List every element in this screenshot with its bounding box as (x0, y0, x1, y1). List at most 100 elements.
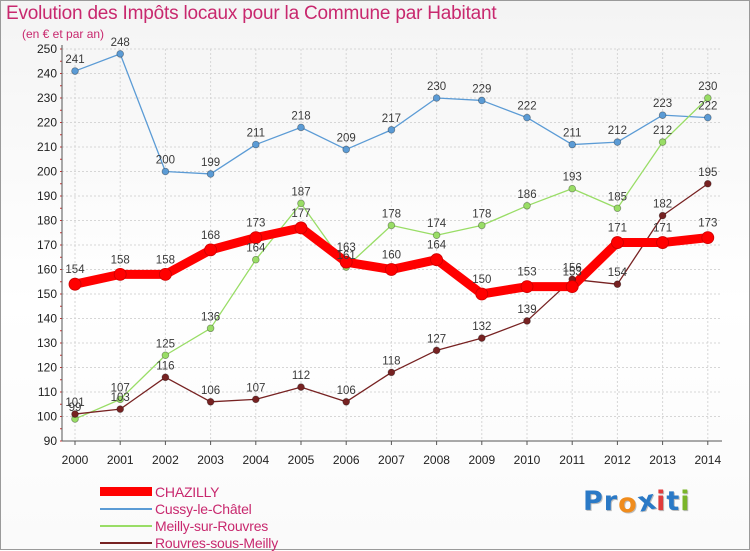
data-point-cussy-le-chatel (161, 167, 170, 176)
data-label-meilly-sur-rouvres: 174 (427, 218, 447, 230)
data-point-rouvres-sous-meilly (658, 211, 667, 220)
data-point-rouvres-sous-meilly (703, 179, 712, 188)
x-tick-label: 2003 (197, 453, 224, 467)
data-label-meilly-sur-rouvres: 136 (201, 311, 220, 323)
x-tick-label: 2011 (559, 453, 585, 467)
data-label-chazilly: 158 (156, 254, 175, 266)
data-point-rouvres-sous-meilly (252, 395, 260, 404)
data-point-meilly-sur-rouvres (432, 231, 441, 240)
data-point-chazilly (384, 263, 398, 276)
legend-item-cussy-le-chatel: Cussy-le-Châtel (100, 500, 278, 517)
data-point-chazilly (339, 255, 353, 269)
data-point-cussy-le-chatel (477, 96, 486, 105)
data-point-rouvres-sous-meilly (297, 383, 305, 391)
y-tick-label: 230 (37, 91, 57, 105)
data-label-rouvres-sous-meilly: 182 (653, 199, 672, 211)
data-label-meilly-sur-rouvres: 185 (608, 191, 627, 203)
proxiti-logo: Proxiti (583, 484, 691, 519)
legend-item-meilly-sur-rouvres: Meilly-sur-Rouvres (100, 517, 278, 534)
legend-label: Rouvres-sous-Meilly (155, 534, 279, 551)
x-tick-label: 2014 (694, 453, 721, 467)
data-point-meilly-sur-rouvres (297, 199, 305, 208)
data-label-chazilly: 171 (608, 223, 627, 235)
data-label-cussy-le-chatel: 209 (337, 132, 356, 144)
data-label-meilly-sur-rouvres: 125 (156, 338, 175, 350)
data-label-chazilly: 158 (111, 254, 130, 266)
data-label-chazilly: 153 (563, 267, 582, 279)
data-label-rouvres-sous-meilly: 154 (608, 267, 628, 279)
data-label-meilly-sur-rouvres: 161 (337, 250, 356, 262)
data-point-meilly-sur-rouvres (523, 202, 531, 210)
data-label-chazilly: 177 (291, 208, 310, 220)
data-point-rouvres-sous-meilly (116, 405, 124, 413)
data-labels: 241 248 200 199 211 218 209 217 230 229 222 211 212 2… (65, 37, 717, 414)
data-label-rouvres-sous-meilly: 106 (337, 385, 356, 397)
data-label-cussy-le-chatel: 241 (65, 54, 84, 66)
data-point-meilly-sur-rouvres (658, 138, 667, 146)
data-point-meilly-sur-rouvres (703, 94, 712, 102)
data-point-chazilly (430, 253, 444, 267)
data-label-meilly-sur-rouvres: 187 (291, 186, 310, 198)
data-point-meilly-sur-rouvres (206, 324, 215, 333)
data-label-rouvres-sous-meilly: 101 (65, 397, 84, 409)
x-tick-label: 2000 (62, 453, 89, 467)
x-tick-label: 2002 (152, 453, 179, 467)
data-point-meilly-sur-rouvres (568, 184, 576, 193)
data-label-cussy-le-chatel: 212 (608, 125, 627, 137)
data-label-rouvres-sous-meilly: 116 (156, 360, 174, 372)
x-tick-label: 2004 (242, 453, 269, 467)
data-label-cussy-le-chatel: 230 (427, 81, 446, 93)
data-point-meilly-sur-rouvres (161, 351, 170, 360)
data-label-rouvres-sous-meilly: 127 (427, 333, 446, 345)
legend-item-rouvres-sous-meilly: Rouvres-sous-Meilly (100, 534, 278, 551)
data-label-cussy-le-chatel: 211 (247, 128, 265, 140)
data-label-rouvres-sous-meilly: 106 (201, 385, 220, 397)
data-label-chazilly: 163 (337, 242, 356, 254)
data-point-rouvres-sous-meilly (161, 373, 170, 382)
data-points (68, 50, 715, 423)
data-point-rouvres-sous-meilly (71, 410, 79, 418)
legend-swatch-chazilly (100, 487, 152, 496)
data-point-cussy-le-chatel (342, 145, 351, 154)
data-point-chazilly (249, 231, 263, 245)
legend-label: CHAZILLY (155, 483, 220, 500)
x-tick-label: 2006 (333, 453, 360, 467)
data-label-meilly-sur-rouvres: 212 (653, 125, 672, 137)
y-tick-label: 170 (37, 238, 57, 252)
data-label-cussy-le-chatel: 218 (291, 110, 310, 122)
y-tick-label: 110 (38, 385, 57, 399)
data-point-cussy-le-chatel (252, 140, 260, 149)
data-label-rouvres-sous-meilly: 195 (698, 167, 717, 179)
data-point-cussy-le-chatel (613, 138, 622, 146)
y-tick-label: 140 (37, 312, 57, 326)
x-tick-label: 2001 (107, 453, 134, 467)
legend-swatch-meilly-sur-rouvres (100, 524, 152, 527)
data-label-cussy-le-chatel: 217 (382, 113, 401, 125)
data-label-cussy-le-chatel: 223 (653, 98, 672, 110)
axes: 90 100 110 120 130 140 150 160 170 180 190 200 210 22… (37, 42, 722, 467)
data-point-cussy-le-chatel (568, 140, 576, 149)
logo-letter: r (603, 486, 619, 517)
x-tick-label: 2005 (288, 453, 315, 467)
data-point-chazilly (113, 267, 127, 281)
data-label-meilly-sur-rouvres: 107 (111, 382, 130, 394)
data-point-rouvres-sous-meilly (342, 397, 351, 406)
data-label-meilly-sur-rouvres: 230 (698, 81, 717, 93)
data-label-meilly-sur-rouvres: 178 (382, 208, 401, 220)
chart-title: Evolution des Impôts locaux pour la Comm… (6, 3, 497, 24)
y-tick-label: 220 (37, 116, 57, 130)
data-label-meilly-sur-rouvres: 99 (69, 402, 82, 414)
data-label-chazilly: 173 (246, 218, 265, 230)
data-label-chazilly: 164 (427, 240, 447, 252)
logo-letter: i (656, 486, 667, 517)
y-tick-label: 210 (37, 140, 57, 154)
legend-label: Meilly-sur-Rouvres (155, 517, 269, 534)
data-point-chazilly (656, 236, 669, 249)
data-point-cussy-le-chatel (658, 111, 667, 119)
data-point-meilly-sur-rouvres (387, 221, 396, 230)
y-tick-label: 130 (37, 336, 57, 350)
legend-item-chazilly: CHAZILLY (100, 483, 278, 500)
data-point-cussy-le-chatel (71, 67, 79, 75)
data-label-chazilly: 154 (65, 264, 85, 276)
data-label-rouvres-sous-meilly: 112 (292, 370, 310, 382)
